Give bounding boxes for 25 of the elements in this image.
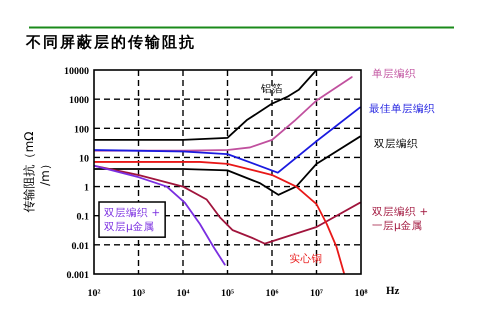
y-tick-label: 0.1	[76, 212, 89, 223]
x-tick-label: 10³	[132, 288, 145, 299]
x-tick-label: 10⁸	[354, 288, 368, 299]
x-tick-label: 10⁷	[310, 288, 323, 299]
series-label: 铝箔	[260, 83, 283, 95]
y-axis-title: 传输阻抗（mΩ /m）	[22, 132, 52, 212]
series-label: 单层编织	[372, 67, 416, 80]
series-label: 双层编织 + 双层μ金属	[104, 206, 160, 234]
y-tick-label: 100	[74, 124, 89, 136]
y-tick-label: 10000	[64, 66, 89, 77]
chart-title: 不同屏蔽层的传输阻抗	[25, 34, 196, 51]
y-tick-label: 0.001	[66, 270, 89, 281]
x-tick-label: 10⁴	[176, 288, 190, 299]
series-label: 双层编织	[374, 137, 418, 150]
x-tick-label: 10²	[88, 288, 100, 299]
series-label: 实心铜	[290, 252, 322, 265]
y-tick-label: 10	[79, 153, 89, 164]
series-label: 最佳单层编织	[369, 102, 435, 115]
series-label: 双层编织 + 一层μ金属	[372, 205, 428, 232]
y-tick-label: 1	[84, 182, 89, 194]
y-tick-label: 1000	[69, 95, 89, 106]
x-tick-label: 10⁵	[221, 288, 234, 299]
x-axis-title: Hz	[386, 285, 400, 297]
x-tick-label: 10⁶	[266, 288, 278, 299]
y-tick-label: 0.01	[72, 240, 89, 252]
